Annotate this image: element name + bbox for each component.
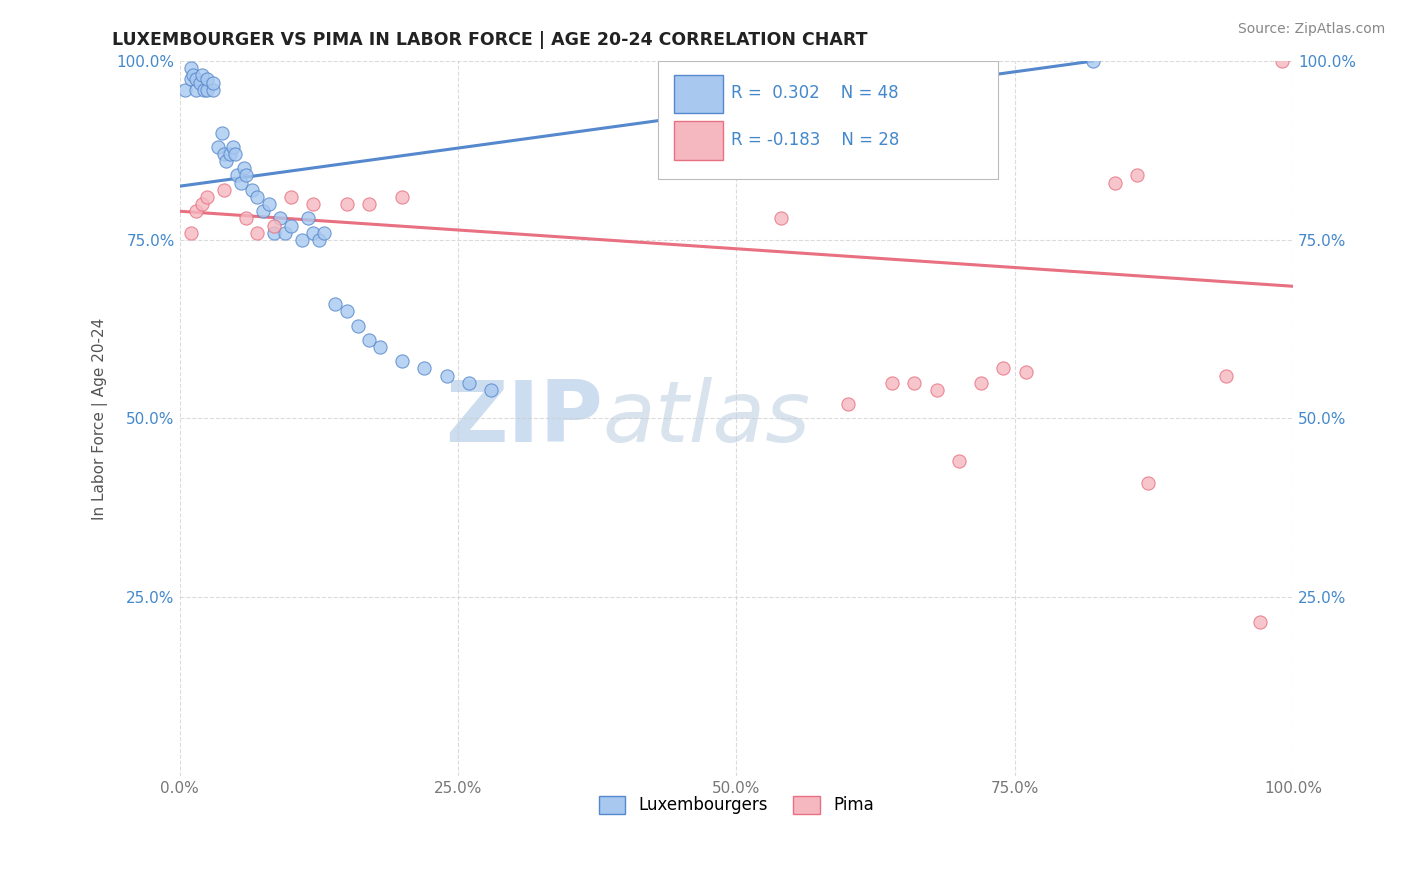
Point <box>458 376 481 390</box>
Point <box>436 368 458 383</box>
Point <box>186 204 208 219</box>
Point <box>193 83 215 97</box>
Point <box>235 211 257 226</box>
Point <box>263 219 285 233</box>
Point <box>191 69 214 83</box>
Text: LUXEMBOURGER VS PIMA IN LABOR FORCE | AGE 20-24 CORRELATION CHART: LUXEMBOURGER VS PIMA IN LABOR FORCE | AG… <box>112 31 868 49</box>
Point <box>391 354 413 368</box>
Point <box>970 376 993 390</box>
Point <box>335 304 357 318</box>
Point <box>207 140 229 154</box>
Point <box>180 226 202 240</box>
Y-axis label: In Labor Force | Age 20-24: In Labor Force | Age 20-24 <box>93 318 108 520</box>
Point <box>195 72 218 87</box>
Point <box>297 211 319 226</box>
Point <box>229 176 252 190</box>
Point <box>201 76 224 90</box>
Point <box>212 147 235 161</box>
Point <box>335 197 357 211</box>
Legend: Luxembourgers, Pima: Luxembourgers, Pima <box>592 789 880 822</box>
Point <box>252 204 274 219</box>
Point <box>993 361 1015 376</box>
Point <box>1249 615 1271 630</box>
Point <box>186 83 208 97</box>
Point <box>222 140 245 154</box>
FancyBboxPatch shape <box>673 75 723 113</box>
Point <box>325 297 347 311</box>
Point <box>1126 169 1149 183</box>
Text: ZIP: ZIP <box>444 377 603 460</box>
Point <box>180 62 202 76</box>
Point <box>191 197 214 211</box>
Point <box>391 190 413 204</box>
Point <box>195 83 218 97</box>
Point <box>212 183 235 197</box>
Point <box>257 197 280 211</box>
Point <box>1137 475 1160 490</box>
Point <box>1271 54 1294 69</box>
Point <box>233 161 256 176</box>
Point <box>180 72 202 87</box>
Point <box>186 72 208 87</box>
Point <box>240 183 263 197</box>
Point <box>269 211 291 226</box>
Point <box>357 197 380 211</box>
Point <box>948 454 970 468</box>
Point <box>218 147 240 161</box>
Point <box>280 190 302 204</box>
Point <box>837 397 859 411</box>
Point <box>235 169 257 183</box>
Point <box>1215 368 1237 383</box>
Point <box>302 226 325 240</box>
Point <box>195 190 218 204</box>
Point <box>215 154 238 169</box>
Point <box>291 233 314 247</box>
Point <box>246 226 269 240</box>
Point <box>201 83 224 97</box>
Point <box>246 190 269 204</box>
Point <box>274 226 297 240</box>
Point <box>211 126 233 140</box>
Point <box>769 211 792 226</box>
Point <box>280 219 302 233</box>
Point <box>413 361 436 376</box>
Point <box>346 318 368 333</box>
Point <box>368 340 391 354</box>
Text: R =  0.302    N = 48: R = 0.302 N = 48 <box>731 85 898 103</box>
Point <box>188 76 211 90</box>
Point <box>1104 176 1126 190</box>
Point <box>263 226 285 240</box>
Point <box>1081 54 1104 69</box>
Point <box>882 376 904 390</box>
Point <box>903 376 925 390</box>
FancyBboxPatch shape <box>673 121 723 160</box>
Point <box>174 83 197 97</box>
Point <box>226 169 249 183</box>
Point <box>302 197 325 211</box>
Point <box>181 69 204 83</box>
Text: atlas: atlas <box>603 377 811 460</box>
Point <box>479 383 502 397</box>
Text: R = -0.183    N = 28: R = -0.183 N = 28 <box>731 131 898 149</box>
Point <box>1015 365 1038 379</box>
Point <box>308 233 330 247</box>
FancyBboxPatch shape <box>658 62 998 179</box>
Point <box>314 226 336 240</box>
Point <box>357 333 380 347</box>
Text: Source: ZipAtlas.com: Source: ZipAtlas.com <box>1237 22 1385 37</box>
Point <box>224 147 246 161</box>
Point <box>925 383 948 397</box>
